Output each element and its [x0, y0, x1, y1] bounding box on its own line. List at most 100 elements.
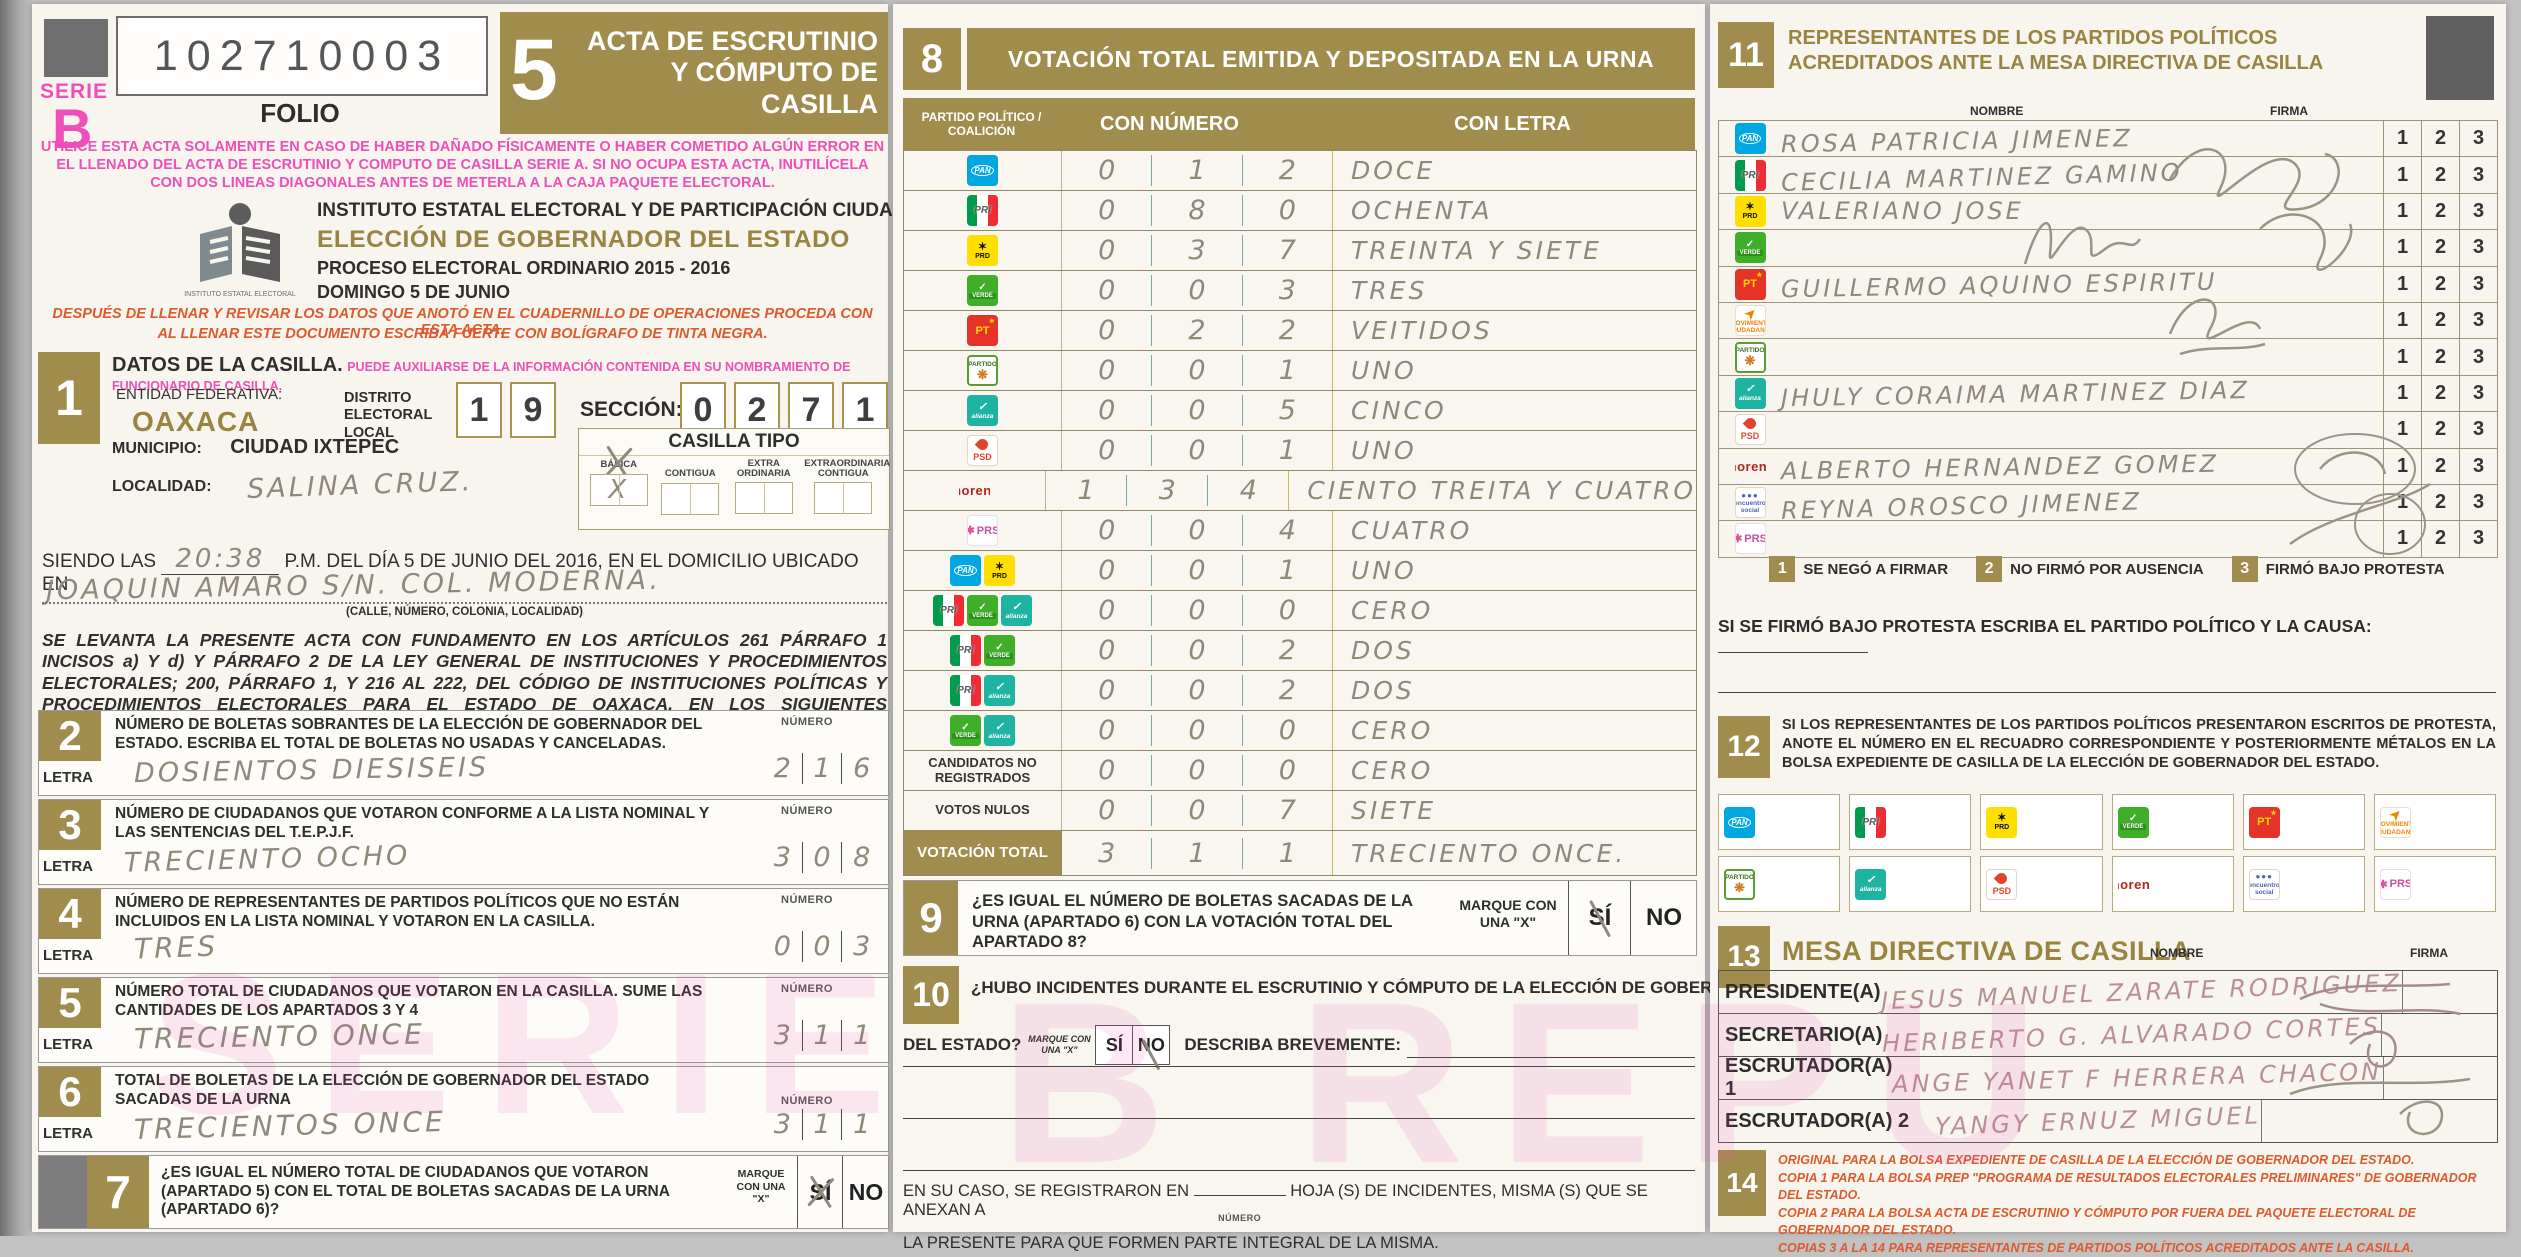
secretario-name: HERIBERTO G. ALVARADO CORTES [1882, 1012, 2382, 1057]
rep-row-pup: PARTIDO 123 [1719, 339, 2497, 375]
folio-box: 102710003 [116, 16, 488, 96]
protesta-line: SI SE FIRMÓ BAJO PROTESTA ESCRIBA EL PAR… [1718, 616, 2496, 658]
item-4-badge: 4 [39, 889, 101, 939]
item-2-text: NÚMERO DE BOLETAS SOBRANTES DE LA ELECCI… [115, 716, 715, 753]
mesa-row-presidente: PRESIDENTE(A) JESUS MANUEL ZARATE RODRIG… [1719, 971, 2497, 1014]
item-7-gray-block [39, 1156, 87, 1228]
verde-logo: VERDE [1735, 232, 1766, 263]
item-2-letra-hw: DOSIENTOS DIESISEIS [134, 752, 490, 789]
mesa-directiva-table: PRESIDENTE(A) JESUS MANUEL ZARATE RODRIG… [1718, 970, 2498, 1143]
nueva-alianza-logo: alianza [967, 395, 998, 426]
basica-x-mark: X [608, 475, 629, 505]
protesta-boxes-row1: PAN PRI PRD VERDE PT MOVIMIENTO CIUDADAN… [1718, 794, 2496, 850]
institute-name: INSTITUTO ESTATAL ELECTORAL Y DE PARTICI… [317, 200, 892, 222]
row-coal-pan-prd: PANPRD 001 UNO [904, 551, 1696, 591]
copy-line-2: COPIA 1 PARA LA BOLSA PREP "PROGRAMA DE … [1778, 1170, 2494, 1205]
role-presidente: PRESIDENTE(A) [1719, 981, 1881, 1004]
section10-footer: EN SU CASO, SE REGISTRARON EN NÚMERO HOJ… [903, 1182, 1695, 1253]
pan-logo: PAN [1735, 123, 1766, 154]
section11-nombre-label: NOMBRE [1970, 104, 2023, 118]
footer-numero-caption: NÚMERO [1194, 1213, 1286, 1223]
role-escrutador-1: ESCRUTADOR(A) 1 [1719, 1055, 1892, 1101]
legend-2: 2 NO FIRMÓ POR AUSENCIA [1976, 556, 2204, 582]
escrutador2-name: YANGY ERNUZ MIGUEL [1935, 1101, 2262, 1140]
svg-text:INSTITUTO ESTATAL ELECTORAL: INSTITUTO ESTATAL ELECTORAL [184, 291, 296, 298]
section11-firma-label: FIRMA [2270, 104, 2308, 118]
prs-votes-letra: CUATRO [1333, 511, 1696, 550]
copy-line-1: ORIGINAL PARA LA BOLSA EXPEDIENTE DE CAS… [1778, 1152, 2494, 1170]
casilla-tipo-title: CASILLA TIPO [579, 429, 889, 456]
copy-line-4: COPIAS 3 A LA 14 PARA REPRESENTANTES DE … [1778, 1240, 2494, 1257]
protesta-box-morena: morena [2112, 856, 2234, 912]
section9-no-box: NO [1630, 881, 1697, 955]
election-title: ELECCIÓN DE GOBERNADOR DEL ESTADO [317, 226, 892, 254]
coal3-votes-letra: DOS [1333, 631, 1696, 670]
rep-row-na: alianza JHULY CORAIMA MARTINEZ DIAZ 123 [1719, 376, 2497, 412]
address-caption: (CALLE, NÚMERO, COLONIA, LOCALIDAD) [42, 606, 887, 618]
pup-logo: PARTIDO [1735, 342, 1766, 373]
secretario-firma-cell [2381, 1014, 2497, 1056]
presidente-firma-cell [2402, 971, 2497, 1013]
no-registrados-label: CANDIDATOS NO REGISTRADOS [904, 756, 1061, 785]
section13-title: MESA DIRECTIVA DE CASILLA [1782, 936, 2191, 967]
nueva-alianza-logo: alianza [1735, 378, 1766, 409]
item-4: 4 NÚMERO DE REPRESENTANTES DE PARTIDOS P… [38, 888, 889, 974]
section10-q2: DEL ESTADO? [903, 1035, 1021, 1055]
item-7-question: ¿ES IGUAL EL NÚMERO TOTAL DE CIUDADANOS … [161, 1164, 721, 1220]
left-page: SERIE B 102710003 FOLIO 5 ACTA DE ESCRUT… [32, 4, 888, 1232]
tipo-contigua: CONTIGUA [657, 459, 723, 515]
row-morena: morena 134 CIENTO TREITA Y CUATRO [904, 471, 1696, 511]
escrutador2-firma-cell [2261, 1100, 2497, 1142]
item-7-si-box: SÍ [797, 1156, 843, 1228]
legend-1-num: 1 [1769, 556, 1795, 582]
row-coal-pri-na: PRIalianza 002 DOS [904, 671, 1696, 711]
rep-row-morena: morena ALBERTO HERNANDEZ GOMEZ 123 [1719, 449, 2497, 485]
nueva-alianza-logo: alianza [984, 675, 1015, 706]
describe-line-0 [1407, 1033, 1695, 1058]
item-2: 2 NÚMERO DE BOLETAS SOBRANTES DE LA ELEC… [38, 710, 889, 796]
date-line: DOMINGO 5 DE JUNIO [317, 282, 892, 303]
localidad-label: LOCALIDAD: [112, 478, 212, 495]
right-page: 11 REPRESENTANTES DE LOS PARTIDOS POLÍTI… [1710, 4, 2506, 1232]
protesta-blank-line [1718, 692, 2496, 693]
rep-name-pan: ROSA PATRICIA JIMENEZ [1781, 119, 2383, 158]
section9: 9 ¿ES IGUAL EL NÚMERO DE BOLETAS SACADAS… [903, 880, 1697, 956]
legend-3-num: 3 [2232, 556, 2258, 582]
verde-logo: VERDE [2118, 807, 2149, 838]
morena-logo: morena [2118, 869, 2149, 900]
protesta-box-mc: MOVIMIENTO CIUDADANO [2374, 794, 2496, 850]
tipo-basica-label: BÁSICA [586, 459, 652, 470]
item-5-letra-label: LETRA [43, 1036, 93, 1053]
section13-nombre-label: NOMBRE [2150, 946, 2203, 960]
protesta-box-na: alianza [1849, 856, 1971, 912]
coal4-votes-letra: DOS [1333, 671, 1696, 710]
item-5: 5 NÚMERO TOTAL DE CIUDADANOS QUE VOTARON… [38, 977, 889, 1063]
address-rule [42, 602, 887, 604]
section12-text: SI LOS REPRESENTANTES DE LOS PARTIDOS PO… [1782, 716, 2496, 773]
prs-logo: PRS [2380, 869, 2411, 900]
movimiento-ciudadano-logo: MOVIMIENTO CIUDADANO [1735, 305, 1766, 336]
section8-title: VOTACIÓN TOTAL EMITIDA Y DEPOSITADA EN L… [967, 28, 1695, 90]
prd-logo: PRD [1986, 807, 2017, 838]
corner-gray-square [44, 19, 108, 77]
presidente-name: JESUS MANUEL ZARATE RODRIGUEZ [1880, 969, 2402, 1015]
item-6-badge: 6 [39, 1067, 101, 1117]
pan-votes-letra: DOCE [1333, 151, 1696, 190]
tipo-extraordinaria-label: EXTRA ORDINARIA [729, 459, 799, 480]
votos-nulos-label: VOTOS NULOS [935, 803, 1029, 817]
